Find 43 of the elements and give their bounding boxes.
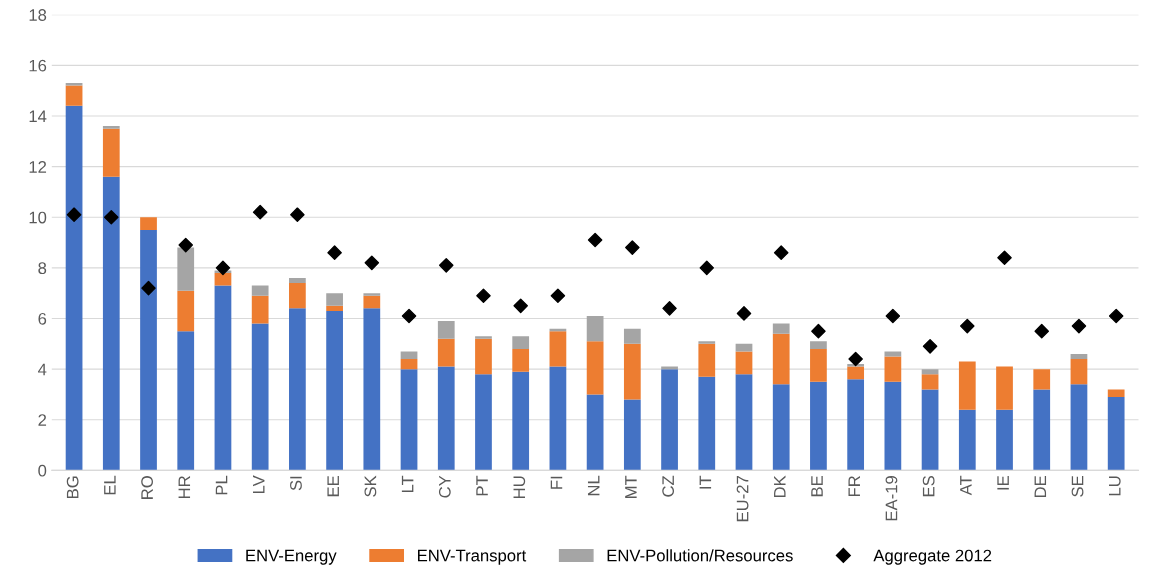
y-tick-label: 10 [29,211,47,224]
y-tick-label: 0 [38,464,47,477]
x-tick-label: AT [960,475,972,496]
x-tick-label: FI [550,476,563,489]
y-tick-label: 2 [38,414,47,426]
x-tick-label: EU-27 [736,476,749,522]
x-tick-label: MT [625,475,637,498]
y-tick-label: 6 [38,312,47,325]
x-tick-label: SI [290,476,302,491]
x-tick-label: LT [401,475,414,493]
y-tick-label: 18 [29,9,47,21]
x-tick-label: IE [997,475,1009,490]
x-tick-label: ES [922,476,935,497]
x-tick-label: HR [178,476,191,498]
legend-label: ENV-Transport [418,549,527,565]
legend-label: ENV-Pollution/Resources [607,549,793,562]
y-tick-label: 8 [38,262,47,275]
x-tick-label: DK [774,475,786,498]
x-tick-label: DE [1034,475,1047,498]
x-tick-label: PT [476,475,488,496]
x-tick-label: EL [104,475,116,495]
x-tick-label: PL [215,475,228,495]
x-tick-label: LU [1109,476,1121,496]
x-tick-label: LV [253,475,265,494]
x-tick-label: EE [327,475,339,497]
x-tick-label: FR [848,476,860,497]
x-tick-label: CY [438,475,451,498]
y-tick-label: 14 [29,110,47,123]
x-tick-label: BE [811,475,823,497]
x-tick-label: NL [587,475,600,496]
y-tick-label: 12 [29,161,47,173]
x-tick-label: BG [66,476,79,498]
x-tick-label: RO [141,476,153,499]
x-tick-label: IT [699,475,712,489]
x-tick-label: CZ [662,475,675,497]
x-tick-label: SK [364,475,377,497]
y-tick-label: 4 [38,363,47,376]
x-tick-label: EA-19 [885,476,898,521]
legend-label: ENV-Energy [246,549,337,565]
x-tick-label: HU [513,476,526,498]
y-tick-label: 16 [29,59,47,72]
legend-label: Aggregate 2012 [873,549,992,565]
x-tick-label: SE [1071,475,1084,497]
